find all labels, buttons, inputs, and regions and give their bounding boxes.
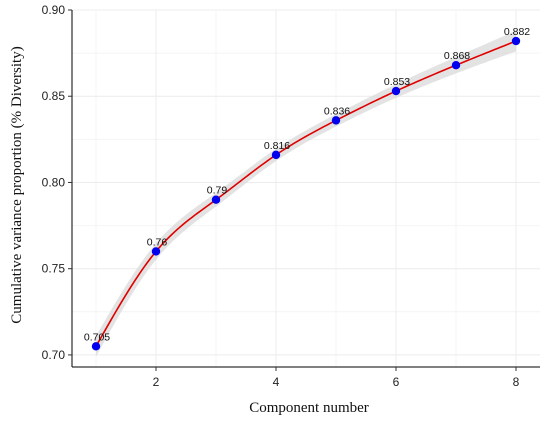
data-label: 0.76 (147, 236, 168, 248)
y-axis-title: Cumulative variance proportion (% Divers… (9, 46, 25, 323)
y-tick-label: 0.85 (42, 89, 66, 103)
y-tick-label: 0.70 (42, 348, 66, 362)
grid (72, 9, 540, 367)
data-point (211, 195, 221, 204)
confidence-band-area (96, 30, 516, 357)
data-label: 0.705 (84, 331, 110, 343)
data-labels: 0.705 0.76 0.79 0.816 0.836 0.853 0.868 0.882 (84, 26, 530, 343)
data-label: 0.868 (444, 50, 470, 62)
confidence-band (96, 30, 516, 357)
data-label: 0.853 (384, 76, 410, 88)
x-tick-label: 4 (273, 375, 280, 389)
x-tick-label: 8 (513, 375, 520, 389)
data-point (391, 86, 401, 96)
data-label: 0.79 (207, 185, 228, 197)
data-point (271, 150, 281, 160)
data-point (151, 247, 161, 256)
data-label: 0.882 (504, 26, 530, 38)
data-points (91, 36, 521, 351)
data-point (331, 116, 341, 125)
x-tick-label: 2 (153, 375, 160, 389)
x-tick-label: 6 (393, 375, 400, 389)
fit-curve (95, 40, 517, 347)
data-point (451, 60, 461, 70)
data-point (511, 36, 521, 46)
data-label: 0.816 (264, 140, 290, 152)
y-tick-label: 0.90 (42, 3, 66, 17)
fit-line (95, 40, 517, 347)
y-tick-label: 0.80 (42, 175, 66, 189)
x-axis-title: Component number (249, 400, 369, 416)
y-tick-label: 0.75 (42, 262, 66, 276)
axes: 2 4 6 8 0.70 0.75 0.80 0.85 0.90 (42, 3, 540, 389)
data-point (91, 342, 101, 351)
data-label: 0.836 (324, 105, 350, 117)
